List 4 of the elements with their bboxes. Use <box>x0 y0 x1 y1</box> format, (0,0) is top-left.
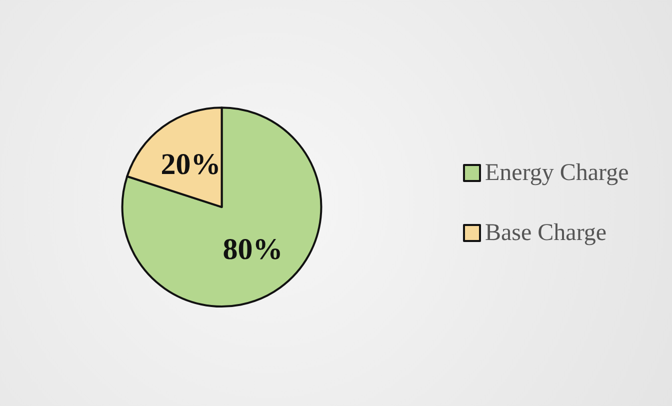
data-label: 80% <box>222 233 283 266</box>
legend-label: Energy Charge <box>485 160 629 186</box>
legend-label: Base Charge <box>485 220 607 246</box>
data-label: 20% <box>160 148 221 181</box>
